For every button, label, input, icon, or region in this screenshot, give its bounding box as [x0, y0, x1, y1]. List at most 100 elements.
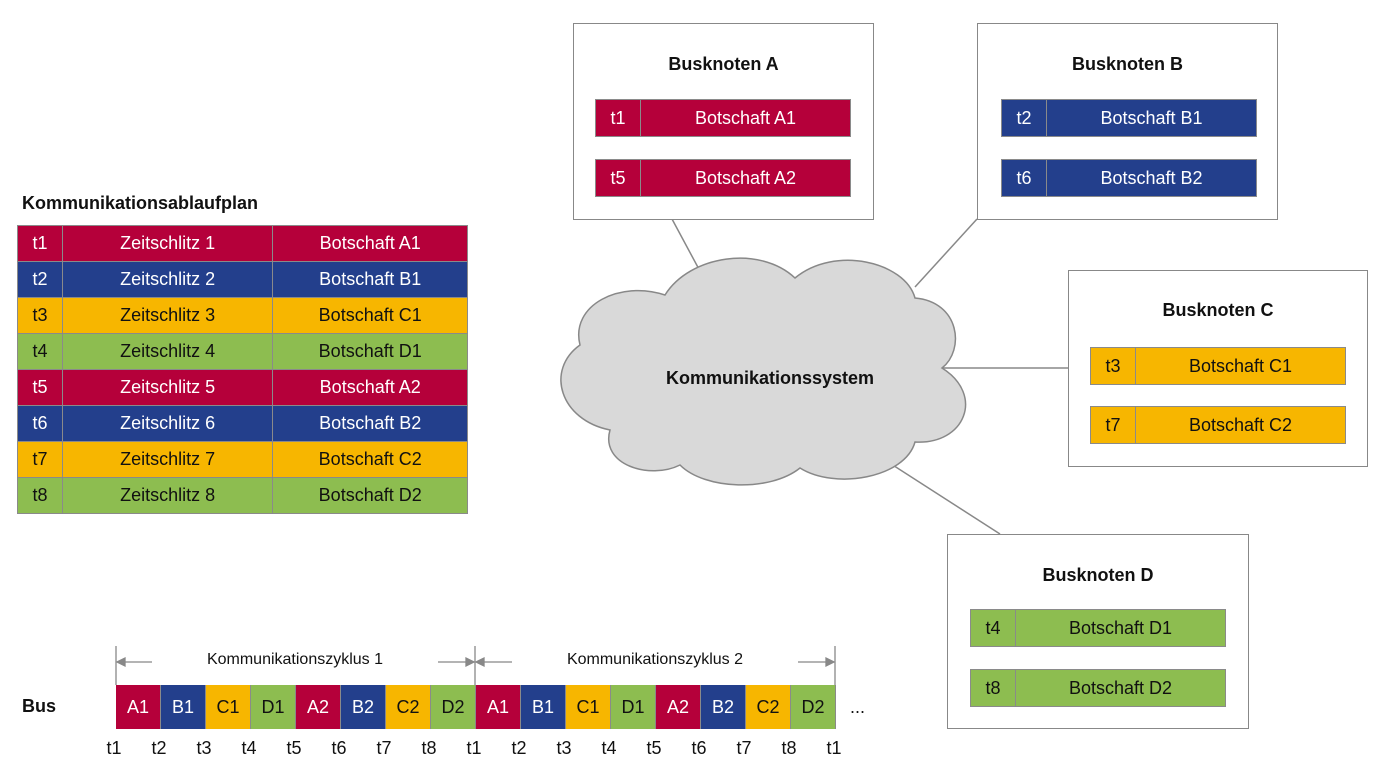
schedule-slot: Zeitschlitz 1 — [61, 225, 274, 262]
node-message-time: t3 — [1091, 348, 1136, 384]
node-message-time: t1 — [596, 100, 641, 136]
node-title: Busknoten D — [1042, 565, 1154, 585]
bus-tick-label: t2 — [511, 738, 527, 758]
cycle-markers — [115, 646, 836, 685]
bus-segment: B1 — [161, 685, 206, 729]
node-message-time: t7 — [1091, 407, 1136, 443]
cycle-2-label: Kommunikationszyklus 2 — [566, 651, 744, 668]
schedule-row: t2 Zeitschlitz 2 Botschaft B1 — [17, 261, 468, 298]
bus-tick-label: t3 — [196, 738, 212, 758]
node-message-text: Botschaft B2 — [1100, 167, 1203, 188]
bus-segment: D1 — [251, 685, 296, 729]
node-message-text: Botschaft C1 — [1188, 355, 1293, 376]
schedule-time: t7 — [17, 441, 63, 478]
node-message-time: t4 — [971, 610, 1016, 646]
bus-tick-label: t4 — [241, 738, 257, 758]
schedule-time: t8 — [17, 477, 63, 514]
bus-segment: B1 — [521, 685, 566, 729]
schedule-message: Botschaft C1 — [272, 297, 468, 334]
bus-label: Bus — [22, 696, 57, 716]
bus-segment: C1 — [566, 685, 611, 729]
node-message: t4 Botschaft D1 — [970, 609, 1226, 647]
node-title: Busknoten A — [668, 54, 779, 74]
node-message-text: Botschaft A2 — [694, 167, 797, 188]
schedule-title: Kommunikationsablaufplan — [22, 193, 259, 213]
bus-node-b: Busknoten B t2 Botschaft B1 t6 Botschaft B2 — [977, 23, 1278, 220]
node-message-time: t6 — [1002, 160, 1047, 196]
bus-segment: A2 — [656, 685, 701, 729]
schedule-message: Botschaft A1 — [272, 225, 468, 262]
schedule-time: t4 — [17, 333, 63, 370]
node-message-text: Botschaft D1 — [1068, 617, 1173, 638]
schedule-message: Botschaft D1 — [272, 333, 468, 370]
bus-segment: A1 — [476, 685, 521, 729]
bus-tick-label: t1 — [106, 738, 122, 758]
schedule-row: t8 Zeitschlitz 8 Botschaft D2 — [17, 477, 468, 514]
node-message-text: Botschaft A1 — [694, 107, 797, 128]
schedule-message: Botschaft B1 — [272, 261, 468, 298]
schedule-message: Botschaft D2 — [272, 477, 468, 514]
node-message: t6 Botschaft B2 — [1001, 159, 1257, 197]
bus-ellipsis: ... — [850, 697, 866, 717]
schedule-slot: Zeitschlitz 5 — [61, 369, 274, 406]
bus-tick-label: t6 — [691, 738, 707, 758]
schedule-slot: Zeitschlitz 7 — [61, 441, 274, 478]
node-message-time: t2 — [1002, 100, 1047, 136]
bus-node-d: Busknoten D t4 Botschaft D1 t8 Botschaft D2 — [947, 534, 1249, 729]
schedule-row: t6 Zeitschlitz 6 Botschaft B2 — [17, 405, 468, 442]
bus-tick-label: t3 — [556, 738, 572, 758]
schedule-time: t3 — [17, 297, 63, 334]
schedule-slot: Zeitschlitz 6 — [61, 405, 274, 442]
schedule-time: t6 — [17, 405, 63, 442]
bus-tick-label: t8 — [781, 738, 797, 758]
bus-node-c: Busknoten C t3 Botschaft C1 t7 Botschaft C2 — [1068, 270, 1368, 467]
node-title: Busknoten C — [1162, 300, 1274, 320]
schedule-time: t2 — [17, 261, 63, 298]
bus-tick-label: t5 — [286, 738, 302, 758]
schedule-table: t1 Zeitschlitz 1 Botschaft A1 t2 Zeitschlitz… — [17, 225, 468, 514]
bus-node-a: Busknoten A t1 Botschaft A1 t5 Botschaft A2 — [573, 23, 874, 220]
cloud-label: Kommunikationssystem — [665, 368, 875, 388]
schedule-slot: Zeitschlitz 8 — [61, 477, 274, 514]
bus-segment: A1 — [116, 685, 161, 729]
schedule-slot: Zeitschlitz 3 — [61, 297, 274, 334]
bus-segment: D1 — [611, 685, 656, 729]
node-message-text: Botschaft B1 — [1100, 107, 1203, 128]
bus-tick-label: t7 — [376, 738, 392, 758]
node-message-time: t8 — [971, 670, 1016, 706]
schedule-slot: Zeitschlitz 2 — [61, 261, 274, 298]
cycle-1-label: Kommunikationszyklus 1 — [206, 651, 384, 668]
node-message: t1 Botschaft A1 — [595, 99, 851, 137]
bus-segment: B2 — [341, 685, 386, 729]
bus-segment: C2 — [746, 685, 791, 729]
node-message: t3 Botschaft C1 — [1090, 347, 1346, 385]
schedule-row: t7 Zeitschlitz 7 Botschaft C2 — [17, 441, 468, 478]
bus-segment: A2 — [296, 685, 341, 729]
bus-tick-label: t4 — [601, 738, 617, 758]
bus-tick-label: t2 — [151, 738, 167, 758]
node-message-text: Botschaft D2 — [1068, 677, 1173, 698]
schedule-slot: Zeitschlitz 4 — [61, 333, 274, 370]
bus-tick-label: t8 — [421, 738, 437, 758]
node-message-time: t5 — [596, 160, 641, 196]
link-node-b — [914, 218, 978, 288]
node-message: t7 Botschaft C2 — [1090, 406, 1346, 444]
link-node-d — [887, 461, 1001, 535]
bus-tick-label: t1 — [466, 738, 482, 758]
schedule-message: Botschaft B2 — [272, 405, 468, 442]
schedule-row: t3 Zeitschlitz 3 Botschaft C1 — [17, 297, 468, 334]
bus-tick-label: t7 — [736, 738, 752, 758]
bus-tick-label: t1 — [826, 738, 842, 758]
schedule-row: t1 Zeitschlitz 1 Botschaft A1 — [17, 225, 468, 262]
bus-tick-label: t6 — [331, 738, 347, 758]
bus-segment: C1 — [206, 685, 251, 729]
schedule-message: Botschaft C2 — [272, 441, 468, 478]
bus-tick-label: t5 — [646, 738, 662, 758]
node-title: Busknoten B — [1071, 54, 1183, 74]
schedule-time: t5 — [17, 369, 63, 406]
bus-segment: D2 — [791, 685, 836, 729]
schedule-message: Botschaft A2 — [272, 369, 468, 406]
node-message: t5 Botschaft A2 — [595, 159, 851, 197]
schedule-row: t4 Zeitschlitz 4 Botschaft D1 — [17, 333, 468, 370]
